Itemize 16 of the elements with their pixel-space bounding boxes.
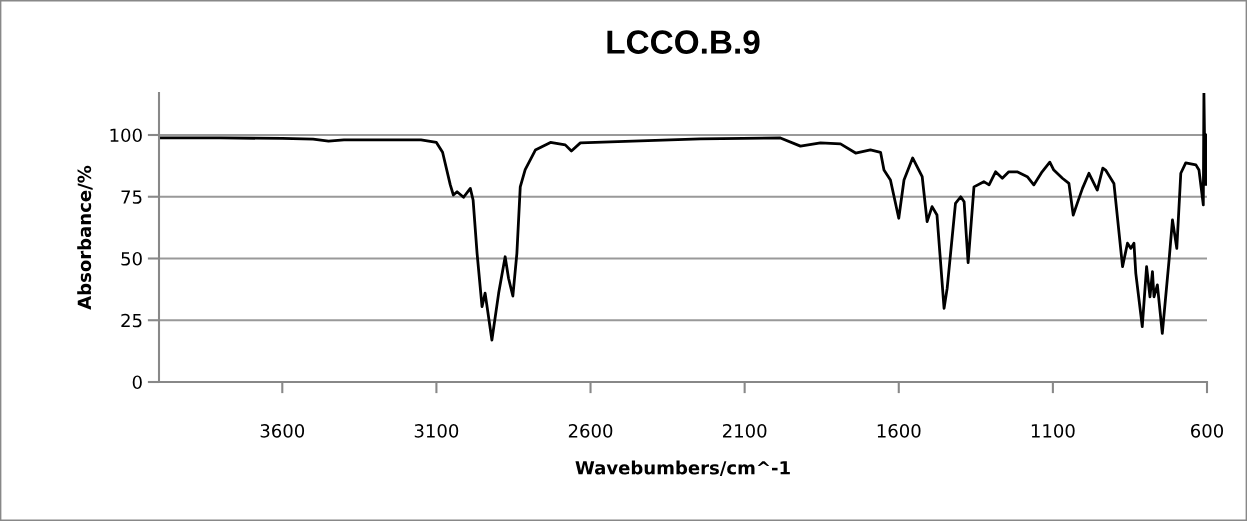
y-tick-label: 50 <box>121 251 142 266</box>
y-tick-label: 75 <box>121 190 142 204</box>
x-tick-label: 1600 <box>877 423 921 438</box>
x-tick-label: 2600 <box>568 423 613 438</box>
chart-title: LCCO.B.9 <box>607 30 760 54</box>
x-tick-label: 2100 <box>722 423 767 438</box>
x-tick-label: 600 <box>1191 423 1224 438</box>
line-series <box>159 93 1207 342</box>
y-tick-label: 25 <box>121 313 142 328</box>
y-tick-label: 0 <box>132 375 142 390</box>
x-axis-title: Wavebumbers/cm^-1 <box>575 460 790 476</box>
x-tick-label: 3600 <box>260 423 305 438</box>
y-tick-label: 100 <box>110 128 142 143</box>
y-axis-title: Absorbance/% <box>77 165 93 310</box>
x-tick-label: 3100 <box>414 423 459 438</box>
x-tick-label: 1100 <box>1031 423 1075 438</box>
